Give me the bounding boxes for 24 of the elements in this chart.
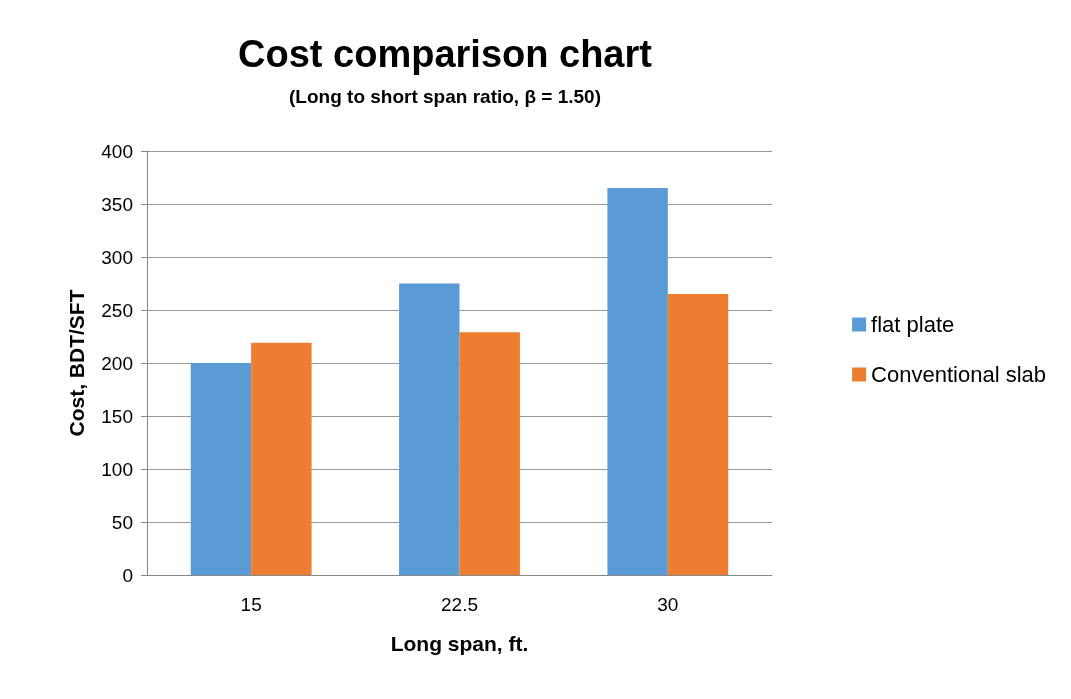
bar [399, 283, 460, 575]
y-axis-title: Cost, BDT/SFT [65, 289, 88, 437]
bar [190, 363, 252, 575]
chart-title: Cost comparison chart [238, 33, 653, 75]
chart-subtitle: (Long to short span ratio, β = 1.50) [289, 86, 601, 107]
y-tick-label: 400 [101, 140, 133, 162]
y-tick-label: 350 [101, 193, 133, 215]
x-tick-label: 15 [240, 594, 262, 615]
legend-label: Conventional slab [871, 362, 1047, 387]
x-axis-title: Long span, ft. [390, 632, 529, 655]
bar [667, 294, 729, 575]
bar [607, 188, 668, 575]
y-tick-label: 150 [101, 405, 133, 427]
y-tick-label: 250 [101, 299, 133, 321]
bar [459, 332, 520, 575]
x-tick-label: 22.5 [441, 594, 478, 615]
x-tick-label: 30 [657, 594, 679, 615]
y-tick-label: 0 [122, 564, 133, 586]
y-tick-label: 300 [101, 246, 133, 268]
y-tick-label: 100 [101, 458, 133, 480]
legend-label: flat plate [871, 312, 955, 337]
y-tick-label: 50 [111, 511, 133, 533]
bar [251, 342, 312, 575]
y-tick-label: 200 [101, 352, 133, 374]
